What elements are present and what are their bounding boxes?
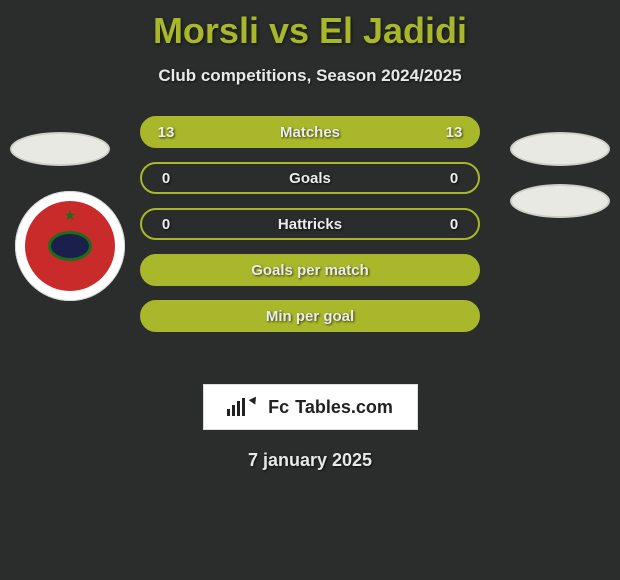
crest-ball-icon: [48, 231, 92, 261]
stat-row-min-per-goal: Min per goal: [140, 300, 480, 332]
stat-label: Goals per match: [142, 262, 478, 279]
stat-label: Goals: [142, 170, 478, 187]
stat-row-goals-per-match: Goals per match: [140, 254, 480, 286]
star-icon: ★: [64, 207, 77, 224]
chart-bars-icon: [227, 398, 245, 416]
stat-row-matches: 13 Matches 13: [140, 116, 480, 148]
stat-label: Min per goal: [142, 308, 478, 325]
stat-row-hattricks: 0 Hattricks 0: [140, 208, 480, 240]
stat-label: Matches: [142, 124, 478, 141]
brand-badge: Fc Tables.com: [203, 384, 418, 430]
page-subtitle: Club competitions, Season 2024/2025: [0, 66, 620, 86]
stat-row-goals: 0 Goals 0: [140, 162, 480, 194]
player-right-avatar-placeholder: [510, 132, 610, 166]
club-right-logo-placeholder: [510, 184, 610, 218]
club-left-logo: ★: [15, 191, 125, 301]
page-title: Morsli vs El Jadidi: [0, 0, 620, 52]
player-left-avatar-placeholder: [10, 132, 110, 166]
trend-arrow-icon: [249, 394, 260, 404]
stat-label: Hattricks: [142, 216, 478, 233]
comparison-arena: ★ 13 Matches 13 0 Goals 0 0 Hattricks 0 …: [0, 116, 620, 376]
stat-rows: 13 Matches 13 0 Goals 0 0 Hattricks 0 Go…: [140, 116, 480, 346]
brand-suffix: Tables.com: [295, 397, 393, 418]
brand-prefix: Fc: [268, 397, 289, 418]
footer-date: 7 january 2025: [0, 450, 620, 471]
